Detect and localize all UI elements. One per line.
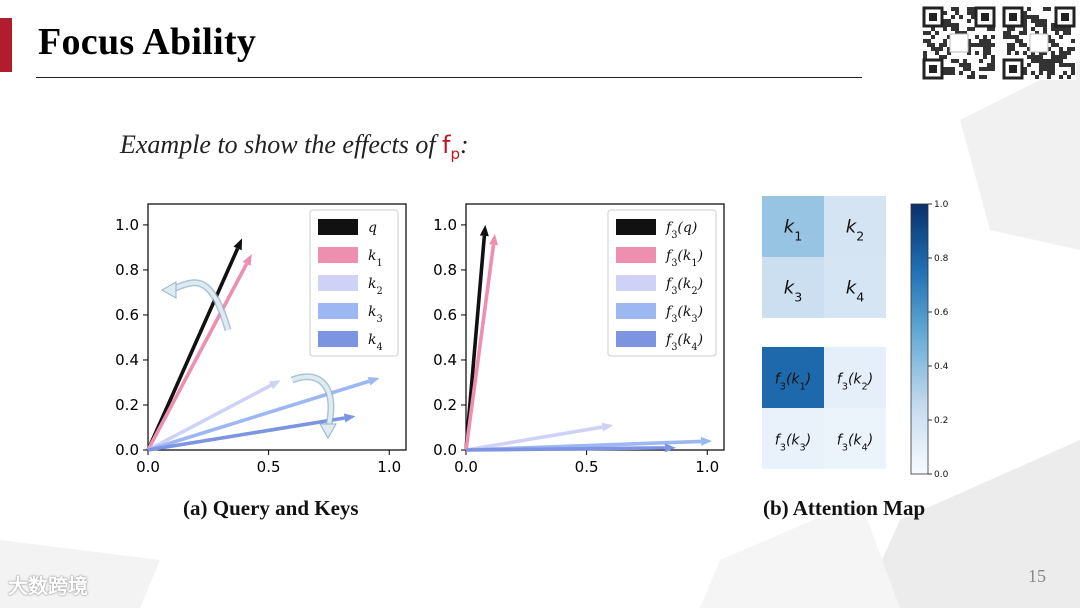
heatmap-cell-label: k4 — [846, 278, 864, 305]
vector-arrow-f3k1 — [464, 233, 498, 451]
legend-swatch — [318, 275, 358, 291]
vector-arrow-q — [146, 238, 243, 451]
caption-attention-map: (b) Attention Map — [763, 496, 926, 520]
x-tick-label: 0.0 — [136, 458, 160, 476]
slide-title: Focus Ability — [38, 21, 257, 63]
attention-map: k1 k2 k3 k4 f3(k1) f3(k2) f3(k3) f3(k4) 0.0 0.2 0.… — [762, 196, 949, 480]
legend-swatch — [318, 331, 358, 347]
vector-arrow-k1 — [146, 254, 252, 451]
rotate-clockwise-icon — [290, 373, 337, 440]
legend-label: k2 — [368, 276, 383, 297]
heatmap-cell — [824, 257, 886, 318]
title-accent-bar — [0, 18, 12, 72]
qr-code-icon — [922, 6, 996, 80]
heatmap-cell-label: f3(k4) — [837, 433, 873, 454]
x-tick-label: 1.0 — [695, 458, 719, 476]
heatmap-cell — [762, 257, 824, 318]
legend-label: q — [368, 220, 377, 236]
legend-label: k3 — [368, 304, 383, 325]
qr-code-icon — [1002, 6, 1076, 80]
y-tick-label: 0.8 — [115, 261, 139, 279]
subtitle-text: Example to show the effects of — [120, 130, 436, 159]
y-tick-label: 0.0 — [433, 441, 457, 459]
heatmap-cell-label: f3(k3) — [775, 433, 811, 454]
fp-subscript: p — [450, 144, 461, 163]
legend-swatch — [616, 275, 656, 291]
legend-box — [607, 209, 717, 357]
legend-swatch — [318, 247, 358, 263]
y-tick-label: 0.4 — [433, 351, 457, 369]
rotate-counterclockwise-icon — [160, 279, 232, 331]
colorbar-tick-label: 0.8 — [934, 254, 949, 264]
colorbar-tick-label: 0.4 — [934, 362, 949, 372]
heatmap-cell-label: k2 — [846, 217, 864, 244]
brand-logo: 大数跨境 — [8, 574, 88, 598]
colorbar-tick-label: 0.2 — [934, 416, 948, 426]
colorbar-tick-label: 1.0 — [934, 200, 949, 210]
legend-label: f3(k2) — [665, 276, 703, 297]
legend-label: k4 — [368, 332, 383, 353]
heatmap-cell — [824, 408, 886, 469]
legend-swatch — [616, 247, 656, 263]
colorbar-tick-label: 0.0 — [934, 470, 949, 480]
heatmap-cell-label: k1 — [784, 217, 802, 244]
y-tick-label: 0.2 — [433, 396, 457, 414]
legend-swatch — [616, 331, 656, 347]
x-tick-label: 0.5 — [575, 458, 599, 476]
heatmap-cell-label: f3(k1) — [775, 372, 811, 393]
legend-swatch — [318, 219, 358, 235]
fp-letter: f — [442, 131, 451, 159]
heatmap-cell — [824, 196, 886, 257]
vector-arrow-f3k2 — [465, 422, 614, 452]
legend-swatch — [318, 303, 358, 319]
heatmap-cell — [762, 347, 824, 408]
legend-swatch — [616, 303, 656, 319]
title-underline — [36, 77, 862, 78]
legend-label: f3(k4) — [665, 332, 703, 353]
legend-label: k1 — [368, 248, 383, 269]
fp-symbol: fp — [442, 131, 460, 163]
heatmap-cell-label: f3(k2) — [837, 372, 873, 393]
query-keys-chart: 0.0 0.2 0.4 0.6 0.8 1.0 0.0 0.5 1.0 q k1 k2 k3 k4 — [115, 203, 407, 476]
heatmap-matrix: k1 k2 k3 k4 — [762, 196, 886, 318]
colorbar-tick-label: 0.6 — [934, 308, 949, 318]
y-tick-label: 1.0 — [433, 216, 457, 234]
heatmap-cell-label: k3 — [784, 278, 802, 305]
y-tick-label: 0.6 — [115, 306, 139, 324]
y-tick-label: 0.6 — [433, 306, 457, 324]
legend-label: f3(k3) — [665, 304, 703, 325]
x-tick-label: 1.0 — [377, 458, 401, 476]
caption-query-keys: (a) Query and Keys — [183, 496, 359, 520]
heatmap-cell — [824, 347, 886, 408]
slide-subtitle: Example to show the effects of fp: — [120, 130, 469, 163]
heatmap-matrix: f3(k1) f3(k2) f3(k3) f3(k4) — [762, 347, 886, 469]
y-tick-label: 0.0 — [115, 441, 139, 459]
legend-label: f3(q) — [665, 220, 697, 241]
vector-arrow-f3k4 — [465, 443, 676, 453]
heatmap-cell — [762, 408, 824, 469]
legend-swatch — [616, 219, 656, 235]
x-tick-label: 0.5 — [257, 458, 281, 476]
page-number: 15 — [1028, 566, 1046, 586]
vector-arrow-k2 — [147, 380, 281, 452]
subtitle-colon: : — [460, 130, 469, 159]
y-tick-label: 1.0 — [115, 216, 139, 234]
vector-arrow-k4 — [147, 413, 356, 452]
y-tick-label: 0.4 — [115, 351, 139, 369]
legend-label: f3(k1) — [665, 248, 703, 269]
heatmap-cell — [762, 196, 824, 257]
transformed-query-keys-chart: 0.0 0.2 0.4 0.6 0.8 1.0 0.0 0.5 1.0 f3(q) f3(k1) f3… — [433, 203, 725, 476]
colorbar — [910, 203, 929, 475]
y-tick-label: 0.2 — [115, 396, 139, 414]
x-tick-label: 0.0 — [454, 458, 478, 476]
y-tick-label: 0.8 — [433, 261, 457, 279]
